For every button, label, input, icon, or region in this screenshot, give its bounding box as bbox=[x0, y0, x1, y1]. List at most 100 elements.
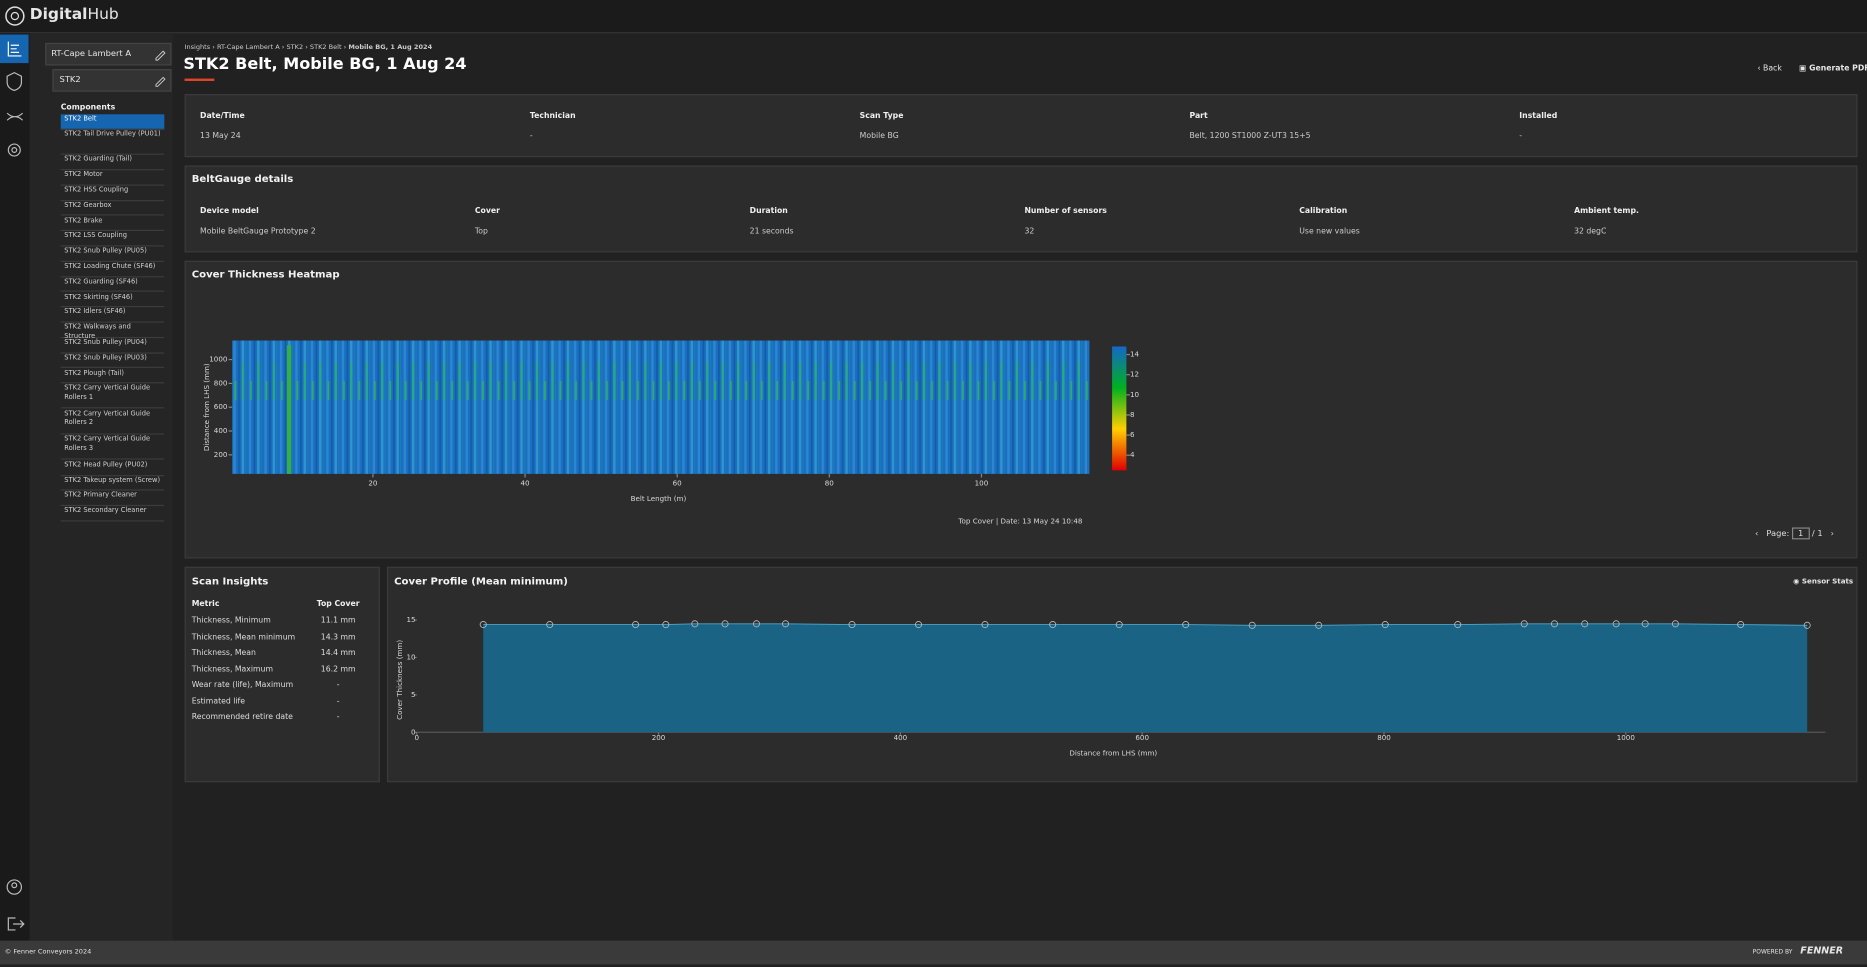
component-item[interactable]: STK2 Guarding (Tail) bbox=[60, 155, 165, 171]
insights-value: 14.3 mm bbox=[320, 631, 356, 642]
info-header: Scan Type bbox=[859, 110, 904, 121]
component-item[interactable]: STK2 Carry Vertical Guide Rollers 3 bbox=[60, 435, 165, 460]
breadcrumb-item[interactable]: RT-Cape Lambert A bbox=[216, 44, 280, 52]
conveyor-selector[interactable] bbox=[52, 69, 172, 92]
component-item[interactable]: STK2 Motor bbox=[60, 170, 165, 186]
insights-value: 14.4 mm bbox=[320, 647, 356, 658]
component-item[interactable]: STK2 Snub Pulley (PU03) bbox=[60, 353, 165, 369]
breadcrumb-sep: › bbox=[341, 44, 349, 52]
component-item[interactable]: STK2 Loading Chute (SF46) bbox=[60, 262, 165, 278]
component-item[interactable]: STK2 LSS Coupling bbox=[60, 231, 165, 247]
pager: ‹ Page: 1 / 1 › bbox=[1755, 527, 1834, 540]
beltgauge-value: Mobile BeltGauge Prototype 2 bbox=[200, 226, 316, 236]
insights-metric: Wear rate (life), Maximum bbox=[191, 679, 294, 690]
component-item[interactable]: STK2 Idlers (SF46) bbox=[60, 308, 165, 323]
info-value: - bbox=[1519, 130, 1523, 141]
breadcrumb-item[interactable]: STK2 bbox=[286, 44, 304, 52]
brand[interactable]: DigitalHub bbox=[30, 6, 119, 24]
nav-bottom-icons[interactable] bbox=[5, 879, 25, 934]
component-item[interactable]: STK2 Takeup system (Screw) bbox=[60, 476, 165, 492]
beltgauge-card bbox=[184, 165, 1858, 253]
site-selector[interactable] bbox=[45, 42, 172, 66]
beltgauge-header: Number of sensors bbox=[1024, 205, 1107, 216]
info-value: Belt, 1200 ST1000 Z-UT3 15+5 bbox=[1189, 130, 1311, 141]
beltgauge-header: Device model bbox=[200, 205, 259, 216]
fenner-brand: FENNER bbox=[1800, 945, 1844, 957]
breadcrumb-item: Mobile BG, 1 Aug 2024 bbox=[348, 44, 433, 52]
info-header: Date/Time bbox=[200, 110, 245, 121]
component-item[interactable]: STK2 Primary Cleaner bbox=[60, 491, 165, 507]
component-item[interactable]: STK2 HSS Coupling bbox=[60, 186, 165, 201]
beltgauge-value: 32 degC bbox=[1574, 226, 1607, 236]
pdf-label: Generate PDF bbox=[1809, 63, 1867, 73]
component-item[interactable]: STK2 Snub Pulley (PU04) bbox=[60, 338, 165, 354]
component-item[interactable]: STK2 Snub Pulley (PU05) bbox=[60, 247, 165, 262]
site-name: RT-Cape Lambert A bbox=[51, 48, 132, 59]
breadcrumb-item[interactable]: STK2 Belt bbox=[309, 44, 342, 52]
beltgauge-header: Duration bbox=[749, 205, 788, 216]
beltgauge-header: Calibration bbox=[1299, 205, 1348, 216]
component-item[interactable]: STK2 Gearbox bbox=[60, 201, 165, 217]
insights-value: 16.2 mm bbox=[320, 663, 356, 674]
beltgauge-header: Cover bbox=[474, 205, 500, 216]
copyright: © Fenner Conveyors 2024 bbox=[4, 948, 92, 957]
insights-title: Scan Insights bbox=[191, 576, 269, 589]
insights-header: Top Cover bbox=[316, 598, 360, 609]
nav-icons bbox=[6, 41, 24, 157]
powered-by: POWERED BY bbox=[1752, 948, 1793, 957]
component-item[interactable]: STK2 Walkways and Structure bbox=[60, 323, 165, 340]
component-item[interactable]: STK2 Head Pulley (PU02) bbox=[60, 461, 165, 476]
breadcrumb: Insights › RT-Cape Lambert A › STK2 › ST… bbox=[185, 44, 433, 51]
heatmap-card bbox=[184, 260, 1858, 559]
component-item[interactable]: STK2 Plough (Tail) bbox=[60, 369, 165, 384]
profile-card bbox=[386, 566, 1858, 783]
beltgauge-value: Use new values bbox=[1299, 226, 1360, 236]
pdf-button[interactable]: ▣ Generate PDF bbox=[1799, 63, 1867, 73]
sensor-stats-button[interactable]: ◉ Sensor Stats bbox=[1793, 577, 1854, 586]
insights-metric: Thickness, Mean minimum bbox=[191, 631, 296, 642]
footer bbox=[0, 940, 1867, 965]
insights-metric: Thickness, Mean bbox=[191, 647, 256, 658]
conveyor-name: STK2 bbox=[59, 75, 81, 85]
component-item[interactable]: STK2 Carry Vertical Guide Rollers 1 bbox=[60, 384, 165, 409]
info-value: 13 May 24 bbox=[200, 130, 241, 141]
edit-icons[interactable] bbox=[154, 48, 166, 88]
page-title: STK2 Belt, Mobile BG, 1 Aug 24 bbox=[183, 54, 467, 74]
info-header: Technician bbox=[529, 110, 576, 121]
profile-title: Cover Profile (Mean minimum) bbox=[394, 576, 568, 589]
page-total: / 1 bbox=[1811, 528, 1823, 539]
title-underline bbox=[184, 78, 215, 81]
component-item[interactable]: STK2 Carry Vertical Guide Rollers 2 bbox=[60, 409, 165, 435]
component-item[interactable]: STK2 Secondary Cleaner bbox=[60, 506, 165, 522]
scan-info-card bbox=[184, 94, 1858, 158]
component-item[interactable]: STK2 Belt bbox=[60, 114, 165, 130]
component-item[interactable]: STK2 Guarding (SF46) bbox=[60, 277, 165, 293]
component-item[interactable]: STK2 Tail Drive Pulley (PU01) bbox=[60, 130, 165, 155]
info-value: - bbox=[529, 130, 533, 141]
insights-value: - bbox=[336, 712, 340, 722]
insights-metric: Thickness, Minimum bbox=[191, 615, 271, 626]
insights-value: - bbox=[336, 679, 340, 690]
component-item[interactable]: STK2 Skirting (SF46) bbox=[60, 292, 165, 308]
info-header: Installed bbox=[1519, 110, 1558, 121]
back-button[interactable]: ‹ Back bbox=[1757, 63, 1782, 73]
insights-card bbox=[184, 566, 380, 783]
beltgauge-value: Top bbox=[474, 226, 488, 236]
insights-header: Metric bbox=[191, 598, 220, 609]
top-bar bbox=[0, 0, 1867, 34]
beltgauge-value: 21 seconds bbox=[749, 226, 794, 236]
beltgauge-value: 32 bbox=[1024, 226, 1035, 236]
brand-bold: Digital bbox=[29, 5, 88, 24]
page-label: Page: bbox=[1766, 528, 1790, 539]
breadcrumb-sep: › bbox=[279, 44, 287, 52]
component-item[interactable]: STK2 Brake bbox=[60, 216, 165, 232]
beltgauge-title: BeltGauge details bbox=[191, 173, 294, 186]
sensor-stats-label: Sensor Stats bbox=[1801, 577, 1854, 586]
heatmap-title: Cover Thickness Heatmap bbox=[191, 269, 340, 282]
components-title: Components bbox=[60, 102, 116, 112]
page-input[interactable]: 1 bbox=[1792, 527, 1810, 540]
breadcrumb-item[interactable]: Insights bbox=[184, 44, 211, 52]
beltgauge-header: Ambient temp. bbox=[1574, 205, 1639, 216]
